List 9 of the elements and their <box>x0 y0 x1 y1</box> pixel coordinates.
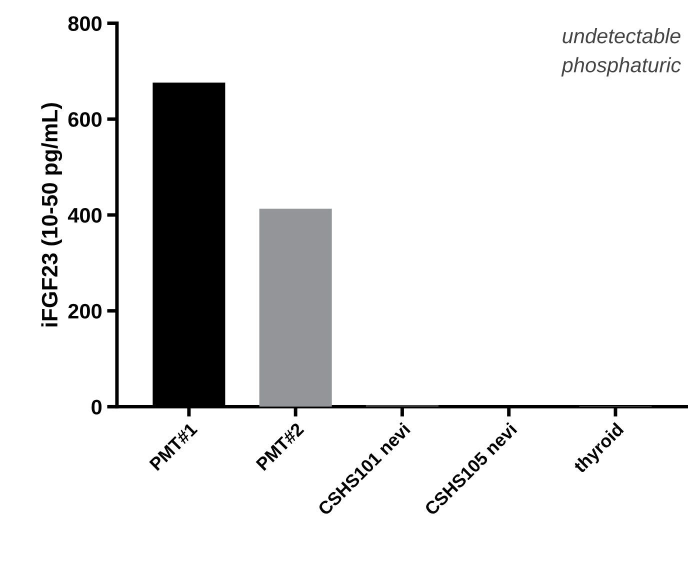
bar <box>259 208 332 407</box>
y-tick-label: 800 <box>68 16 102 31</box>
y-tick-label: 600 <box>68 112 102 127</box>
y-axis-title: iFGF23 (10-50 pg/mL) <box>41 103 62 326</box>
y-tick-label: 200 <box>68 304 102 319</box>
y-tick-label: 400 <box>68 208 102 223</box>
annotation: phosphaturic <box>561 57 681 77</box>
y-tick-label: 0 <box>92 400 102 414</box>
annotation: undetectable <box>562 28 680 44</box>
